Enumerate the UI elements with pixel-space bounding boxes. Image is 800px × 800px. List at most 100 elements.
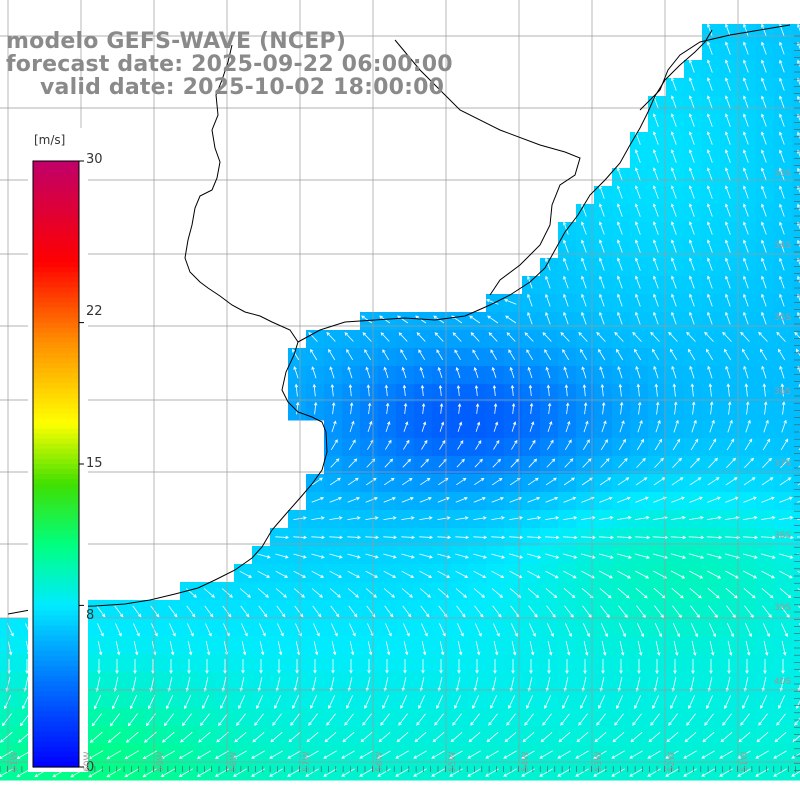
- wind-arrow: [504, 298, 517, 305]
- wind-arrow: [598, 185, 605, 199]
- wind-arrow: [654, 623, 662, 638]
- lon-label-57w: 57W: [302, 751, 312, 772]
- wind-cell: [792, 564, 800, 583]
- wind-arrow: [781, 401, 786, 415]
- wind-arrow: [794, 717, 800, 726]
- wind-arrow: [763, 640, 769, 656]
- wind-arrow: [756, 731, 769, 743]
- legend-color-step: [33, 489, 79, 495]
- wind-arrow: [0, 750, 14, 759]
- wind-arrow: [330, 383, 335, 397]
- wind-arrow: [760, 695, 768, 709]
- wind-arrow: [402, 384, 407, 397]
- wind-arrow: [763, 419, 769, 433]
- wind-arrow: [634, 221, 641, 235]
- legend-color-step: [33, 251, 79, 258]
- wind-arrow: [725, 275, 731, 289]
- wind-arrow: [511, 659, 515, 674]
- wind-arrow: [401, 588, 413, 598]
- wind-arrow: [636, 438, 645, 451]
- legend-color-step: [33, 706, 79, 713]
- lat-label-37s: 37S: [774, 459, 792, 469]
- wind-arrow: [797, 293, 800, 302]
- wind-arrow: [581, 257, 587, 271]
- wind-arrow: [743, 221, 749, 235]
- wind-arrow: [707, 365, 713, 379]
- wind-arrow: [365, 535, 380, 540]
- wind-cell: [792, 744, 800, 763]
- wind-arrow: [111, 694, 120, 710]
- wind-arrow: [347, 516, 361, 520]
- wind-cell: [792, 366, 800, 385]
- legend-color-step: [33, 726, 79, 733]
- wind-arrow: [706, 113, 713, 127]
- wind-arrow: [598, 221, 605, 235]
- wind-arrow: [546, 605, 556, 618]
- legend-color-step: [33, 282, 79, 288]
- wind-arrow: [725, 365, 731, 379]
- lat-label-34s: 34S: [774, 241, 792, 251]
- wind-arrow: [311, 477, 323, 486]
- wind-arrow: [779, 676, 785, 692]
- wind-arrow: [599, 516, 614, 520]
- wind-arrow: [269, 750, 283, 759]
- wind-cell: [792, 726, 800, 745]
- wind-arrow: [582, 439, 590, 451]
- wind-arrow: [89, 731, 103, 743]
- wind-arrow: [688, 113, 695, 127]
- legend-tick-8: 8: [86, 608, 95, 623]
- wind-arrow: [310, 348, 318, 361]
- wind-cell: [792, 240, 800, 259]
- wind-arrow: [637, 658, 641, 675]
- wind-arrow: [331, 641, 337, 656]
- wind-arrow: [634, 203, 641, 217]
- wind-arrow: [527, 553, 542, 559]
- wind-arrow: [439, 421, 445, 432]
- wind-arrow: [294, 383, 299, 397]
- wind-arrow: [619, 658, 623, 675]
- wind-arrow: [670, 221, 677, 235]
- wind-arrow: [776, 713, 786, 726]
- legend-color-step: [33, 756, 79, 763]
- wind-arrow: [779, 570, 793, 579]
- wind-arrow: [690, 605, 700, 619]
- wind-arrow: [709, 658, 713, 675]
- wind-arrow: [346, 348, 354, 361]
- wind-arrow: [323, 750, 337, 759]
- wind-arrow: [616, 167, 623, 181]
- wind-arrow: [545, 496, 559, 503]
- wind-arrow: [762, 383, 767, 397]
- wind-arrow: [688, 535, 705, 540]
- wind-arrow: [779, 167, 785, 181]
- wind-cell: [792, 402, 800, 421]
- wind-arrow: [684, 731, 697, 743]
- legend-color-step: [33, 761, 79, 768]
- wind-arrow: [295, 641, 301, 656]
- wind-arrow: [562, 348, 570, 361]
- wind-arrow: [124, 768, 140, 778]
- wind-arrow: [474, 605, 484, 618]
- wind-arrow: [634, 695, 642, 710]
- wind-arrow: [403, 439, 410, 450]
- wind-arrow: [344, 332, 354, 342]
- wind-arrow: [545, 588, 558, 599]
- wind-arrow: [634, 167, 641, 181]
- legend-color-step: [33, 484, 79, 490]
- wind-arrow: [691, 401, 696, 415]
- wind-arrow: [601, 401, 606, 415]
- wind-arrow: [528, 458, 538, 468]
- wind-arrow: [455, 516, 469, 520]
- wind-arrow: [634, 516, 650, 520]
- wind-arrow: [546, 384, 551, 397]
- legend-color-step: [33, 433, 79, 440]
- wind-arrow: [774, 731, 787, 743]
- wind-arrow: [293, 677, 299, 692]
- legend-color-step: [33, 494, 79, 500]
- wind-arrow: [221, 676, 227, 692]
- wind-arrow: [581, 293, 587, 307]
- wind-arrow: [652, 221, 659, 235]
- legend-color-step: [33, 681, 79, 687]
- wind-arrow: [761, 113, 767, 127]
- wind-arrow: [349, 402, 354, 415]
- legend-color-step: [33, 322, 79, 329]
